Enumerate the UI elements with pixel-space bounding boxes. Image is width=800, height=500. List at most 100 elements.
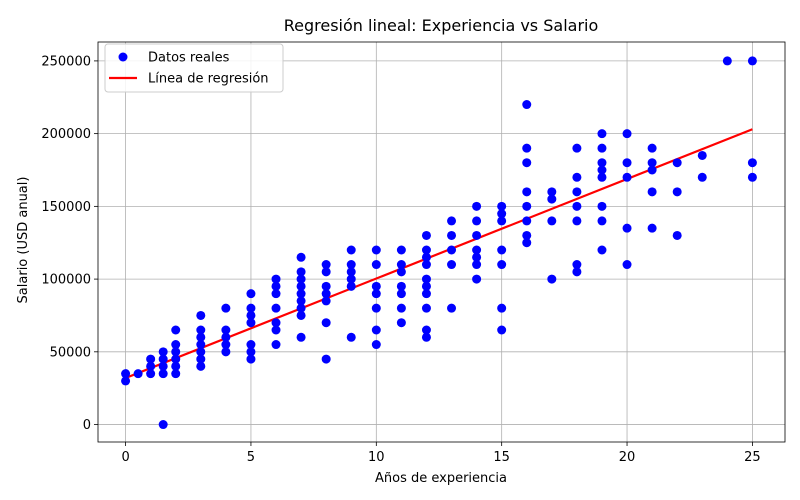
data-point <box>747 158 757 168</box>
data-point <box>622 172 632 182</box>
data-point <box>747 56 757 66</box>
data-point <box>497 209 507 219</box>
data-point <box>421 260 431 270</box>
data-point <box>396 281 406 291</box>
data-point <box>221 332 231 342</box>
data-point <box>196 347 206 357</box>
data-point <box>246 303 256 313</box>
data-point <box>597 216 607 226</box>
y-tick-label: 50000 <box>50 345 91 360</box>
data-point <box>672 158 682 168</box>
data-point <box>597 201 607 211</box>
data-point <box>321 281 331 291</box>
data-point <box>158 361 168 371</box>
data-point <box>271 281 281 291</box>
data-point <box>133 369 143 379</box>
data-point <box>447 230 457 240</box>
x-tick-label: 20 <box>619 450 636 465</box>
data-point <box>271 274 281 284</box>
plot-frame <box>97 41 786 443</box>
chart-title: Regresión lineal: Experiencia vs Salario <box>284 16 599 35</box>
data-point <box>572 201 582 211</box>
data-point <box>572 260 582 270</box>
x-axis-label: Años de experiencia <box>375 471 507 486</box>
data-point <box>447 245 457 255</box>
data-point <box>547 194 557 204</box>
data-point <box>572 172 582 182</box>
x-tick-label: 5 <box>247 450 255 465</box>
data-point <box>722 56 732 66</box>
data-point <box>271 318 281 328</box>
data-point <box>321 267 331 277</box>
data-point <box>472 245 482 255</box>
data-point <box>321 354 331 364</box>
x-tick-label: 15 <box>493 450 510 465</box>
data-point <box>647 187 657 197</box>
data-point <box>421 289 431 299</box>
data-point <box>158 354 168 364</box>
x-axis-ticks: 0 5 10 15 20 25 <box>121 442 761 465</box>
data-point <box>246 318 256 328</box>
y-tick-label: 200000 <box>41 127 91 142</box>
legend-label: Datos reales <box>148 51 230 66</box>
data-point <box>672 230 682 240</box>
data-point <box>171 369 181 379</box>
data-point <box>271 325 281 335</box>
data-point <box>121 369 131 379</box>
x-tick-label: 10 <box>368 450 385 465</box>
data-point <box>196 332 206 342</box>
data-point <box>171 361 181 371</box>
data-point <box>421 303 431 313</box>
data-point <box>497 201 507 211</box>
data-point <box>522 216 532 226</box>
data-point <box>296 274 306 284</box>
data-point <box>522 100 532 110</box>
data-point <box>622 129 632 139</box>
data-point <box>346 245 356 255</box>
data-point <box>296 281 306 291</box>
data-point <box>296 289 306 299</box>
plot-border <box>97 41 786 443</box>
data-point <box>597 158 607 168</box>
data-point <box>647 158 657 168</box>
data-point <box>472 274 482 284</box>
data-point <box>371 340 381 350</box>
legend: Datos reales Línea de regresión <box>104 43 284 93</box>
data-point <box>622 158 632 168</box>
data-point <box>271 340 281 350</box>
data-point <box>296 303 306 313</box>
data-point <box>547 216 557 226</box>
data-point <box>246 310 256 320</box>
y-tick-label: 150000 <box>41 200 91 215</box>
data-point <box>346 332 356 342</box>
data-point <box>371 245 381 255</box>
data-point <box>321 318 331 328</box>
data-point <box>371 289 381 299</box>
data-point <box>472 252 482 262</box>
data-point <box>371 281 381 291</box>
data-point <box>522 158 532 168</box>
data-point <box>296 252 306 262</box>
data-point <box>597 245 607 255</box>
data-point <box>246 347 256 357</box>
data-point <box>221 303 231 313</box>
data-point <box>472 230 482 240</box>
data-point <box>697 172 707 182</box>
data-point <box>371 325 381 335</box>
x-tick-label: 0 <box>121 450 129 465</box>
data-point <box>522 238 532 248</box>
data-point <box>421 281 431 291</box>
data-point <box>196 340 206 350</box>
data-point <box>371 303 381 313</box>
data-point <box>146 354 156 364</box>
data-point <box>421 274 431 284</box>
data-point <box>371 260 381 270</box>
data-point <box>597 129 607 139</box>
regression-line-group <box>125 128 753 380</box>
data-point <box>396 245 406 255</box>
data-point <box>597 143 607 153</box>
data-point <box>497 260 507 270</box>
data-point <box>622 223 632 233</box>
regression-line <box>125 128 753 380</box>
data-point <box>497 303 507 313</box>
